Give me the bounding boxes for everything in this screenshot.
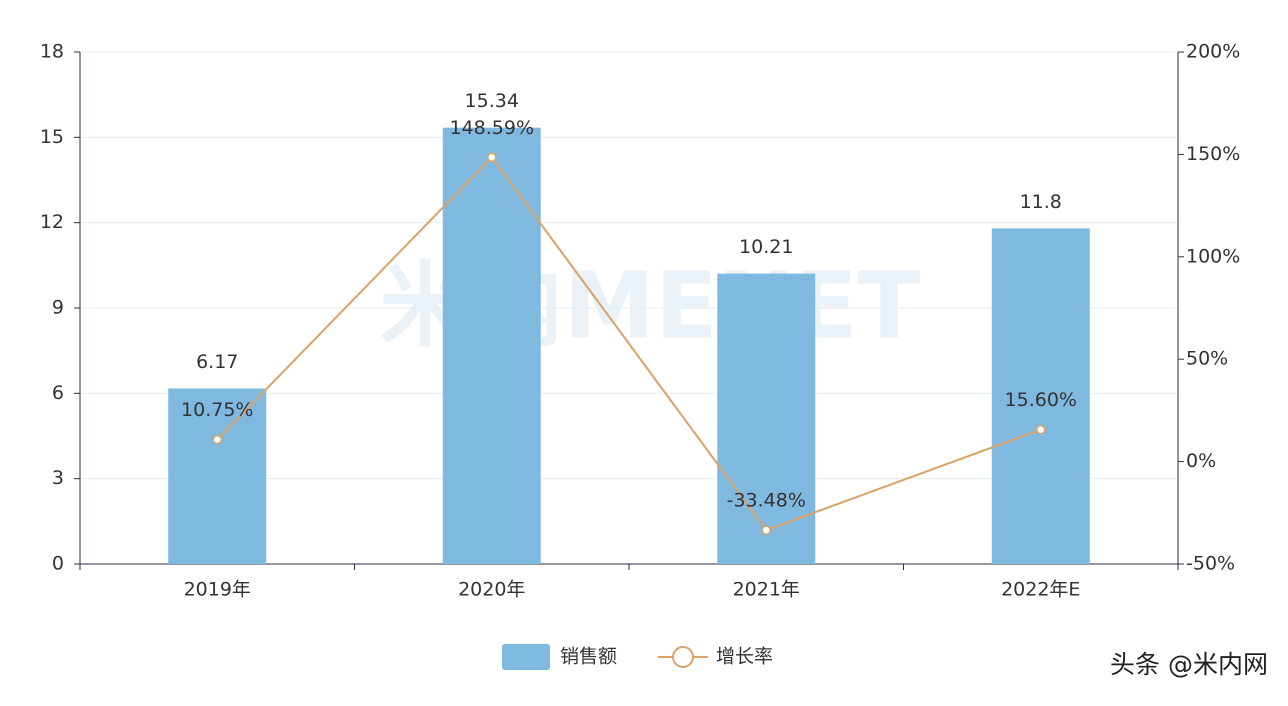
y-tick-label: 3 [52, 467, 64, 489]
legend-label: 增长率 [716, 646, 773, 668]
y2-tick-label: -50% [1186, 553, 1235, 575]
y-tick-label: 12 [40, 211, 64, 233]
bar [991, 228, 1090, 564]
x-tick-label: 2021年 [733, 579, 800, 601]
y-tick-label: 18 [40, 41, 64, 63]
line-label: -33.48% [727, 490, 806, 512]
y2-tick-label: 100% [1186, 245, 1240, 267]
y-tick-label: 9 [52, 297, 64, 319]
y2-tick-label: 150% [1186, 143, 1240, 165]
line-label: 148.59% [449, 117, 534, 139]
bar-label: 10.21 [739, 236, 793, 258]
source: 头条 @米内网 [1110, 650, 1268, 679]
bar [168, 388, 267, 564]
legend-swatch [502, 644, 550, 670]
bar-label: 11.8 [1020, 191, 1062, 213]
line-label: 10.75% [181, 399, 253, 421]
line-marker [1036, 424, 1046, 435]
y2-tick-label: 0% [1186, 450, 1216, 472]
y2-tick-label: 200% [1186, 41, 1240, 63]
line-marker [212, 434, 222, 445]
legend-label: 销售额 [560, 646, 617, 668]
x-tick-label: 2022年E [1001, 579, 1080, 601]
line-marker [761, 525, 771, 535]
bar-label: 15.34 [465, 90, 519, 112]
line [216, 155, 1042, 532]
y2-tick-label: 50% [1186, 348, 1228, 370]
x-tick-label: 2020年 [458, 579, 525, 601]
line-marker [487, 152, 497, 163]
line-label: 15.60% [1005, 389, 1077, 411]
legend-swatch [672, 646, 694, 668]
bar [717, 273, 816, 564]
x-tick-label: 2019年 [184, 579, 251, 601]
y-tick-label: 0 [52, 553, 64, 575]
y-tick-label: 6 [52, 382, 64, 404]
y-tick-label: 15 [40, 126, 64, 148]
bar-label: 6.17 [196, 351, 238, 373]
